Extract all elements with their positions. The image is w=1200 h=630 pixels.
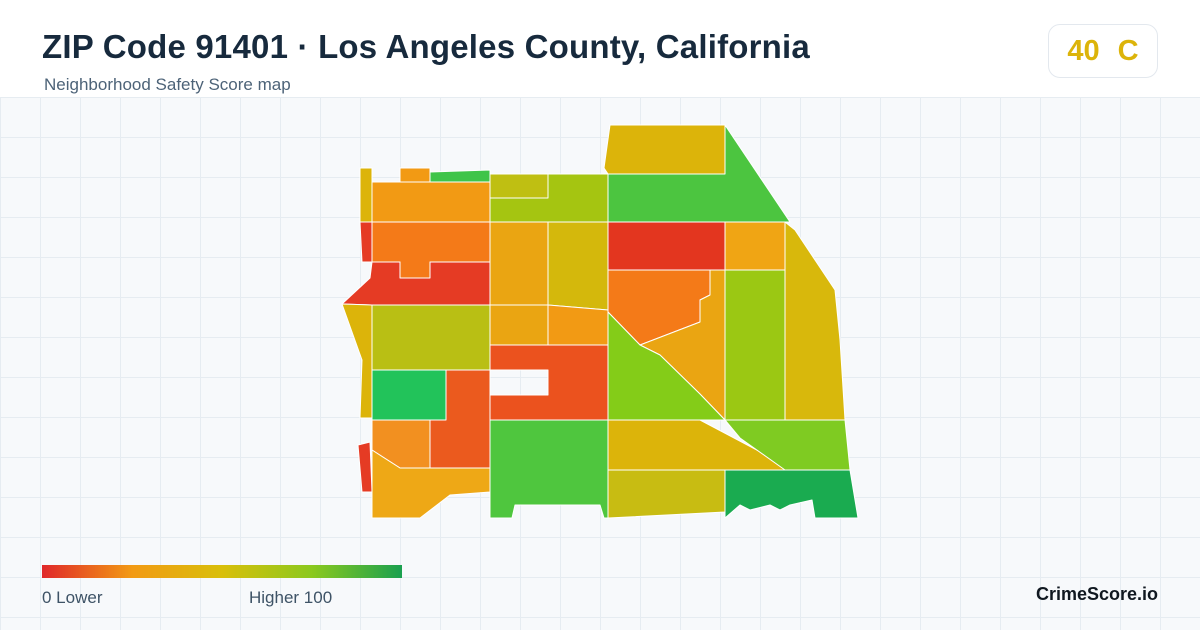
region-north-tall[interactable] xyxy=(603,124,726,175)
region-east-long[interactable] xyxy=(784,221,846,421)
region-north-top-left[interactable] xyxy=(399,167,431,183)
region-nw-strip[interactable] xyxy=(359,167,373,223)
score-badge: 40 C xyxy=(1048,24,1158,78)
region-west-red-edge[interactable] xyxy=(359,221,373,263)
region-center-a[interactable] xyxy=(489,221,549,306)
region-east-small[interactable] xyxy=(724,221,786,271)
score-value: 40 xyxy=(1067,34,1100,67)
region-southwest-red-strip[interactable] xyxy=(357,441,373,493)
region-center-small-a[interactable] xyxy=(489,304,549,346)
region-center-small-b[interactable] xyxy=(547,304,609,346)
score-grade: C xyxy=(1117,34,1139,67)
legend-color-scale xyxy=(42,565,402,578)
header: ZIP Code 91401 · Los Angeles County, Cal… xyxy=(0,0,1200,98)
region-northeast-green[interactable] xyxy=(607,124,791,223)
region-north-center-a[interactable] xyxy=(489,173,549,199)
region-center-red[interactable] xyxy=(607,221,726,271)
region-north-row[interactable] xyxy=(371,181,491,223)
page-title: ZIP Code 91401 · Los Angeles County, Cal… xyxy=(42,28,810,65)
page-subtitle: Neighborhood Safety Score map xyxy=(44,75,291,94)
region-south-bottom[interactable] xyxy=(607,469,726,519)
region-green-square[interactable] xyxy=(371,369,447,421)
region-center-red-l[interactable] xyxy=(489,344,609,421)
region-center-b[interactable] xyxy=(547,221,609,311)
region-west-left-strip[interactable] xyxy=(341,303,373,419)
region-southwest-b[interactable] xyxy=(371,449,491,519)
region-east-green-col[interactable] xyxy=(724,269,786,421)
legend-max-label: Higher 100 xyxy=(249,588,333,607)
brand-logo-text[interactable]: CrimeScore.io xyxy=(1035,584,1158,604)
region-north-green-strip[interactable] xyxy=(429,169,491,183)
region-west-mid[interactable] xyxy=(371,304,491,371)
region-south-green[interactable] xyxy=(489,419,609,519)
legend-min-label: 0 Lower xyxy=(42,588,103,607)
region-southeast-dark[interactable] xyxy=(724,469,859,519)
